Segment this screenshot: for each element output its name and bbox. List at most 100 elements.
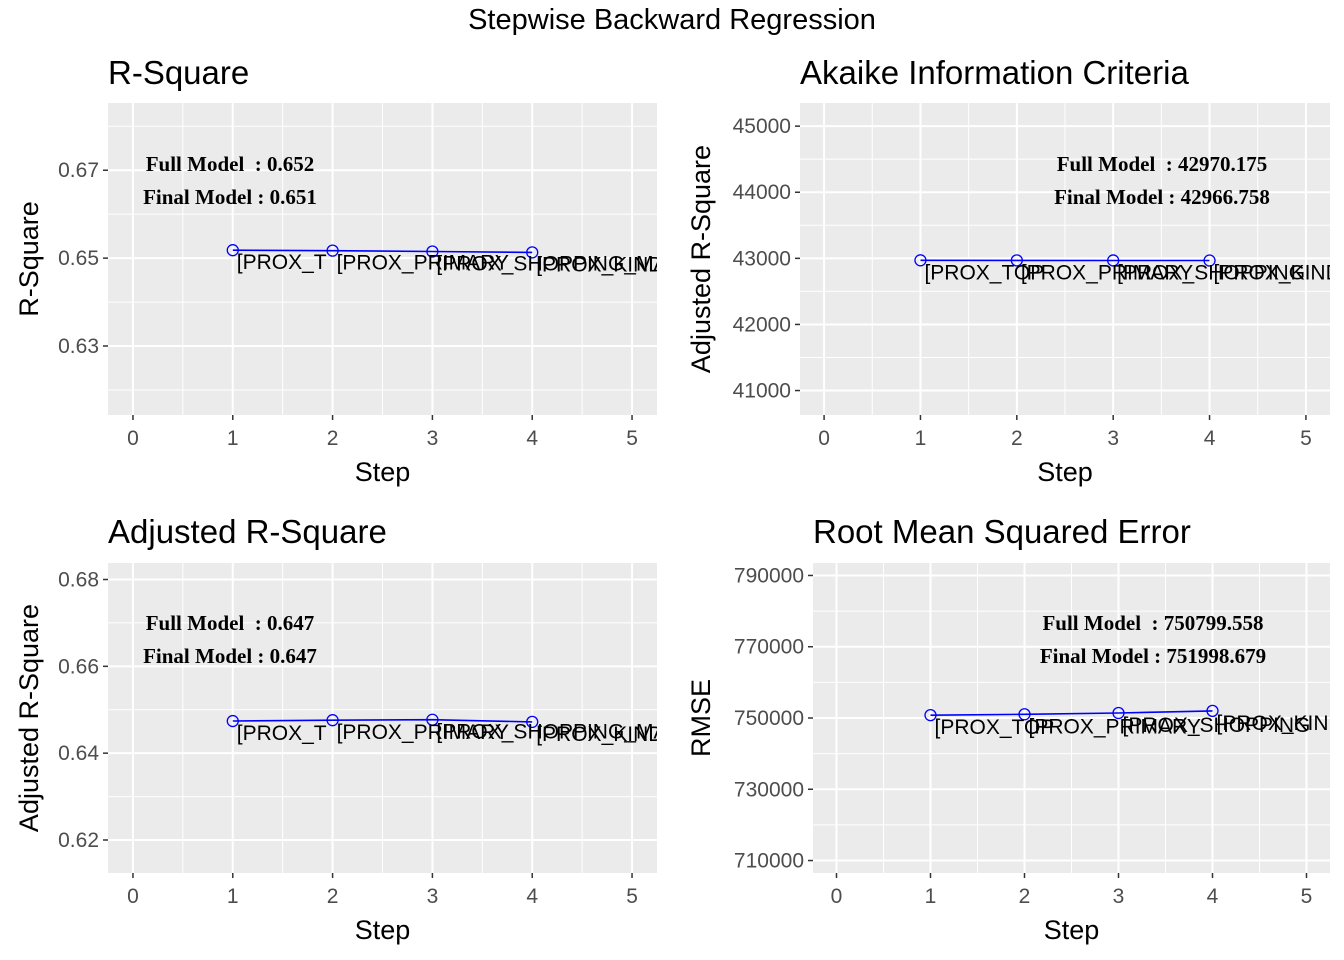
x-axis-label: Step xyxy=(355,457,411,487)
data-point xyxy=(226,244,239,257)
panel-title: Adjusted R-Square xyxy=(108,513,387,550)
x-tick-label: 3 xyxy=(1107,427,1119,450)
model-annotation: Full Model : 42970.175 xyxy=(1057,152,1268,176)
x-tick-label: 4 xyxy=(526,427,538,450)
data-point xyxy=(1107,254,1120,267)
point-label: [PROX_PRIMARY xyxy=(1029,715,1201,738)
model-annotation: Final Model : 0.647 xyxy=(143,644,317,668)
x-tick-label: 0 xyxy=(818,427,830,450)
data-point xyxy=(1203,254,1216,267)
x-tick-label: 1 xyxy=(915,427,927,450)
data-layer: [PROX_TOP[PROX_PRIMARY[PROX_SHOPPING[PRO… xyxy=(924,704,1344,739)
point-label: [PROX_KINDERGARTEN xyxy=(1214,262,1344,285)
model-annotation: Full Model : 0.647 xyxy=(146,611,315,635)
data-point xyxy=(426,245,439,258)
y-tick-label: 44000 xyxy=(733,181,791,204)
data-point xyxy=(1112,706,1125,720)
data-point xyxy=(1206,704,1219,718)
panel-title: Root Mean Squared Error xyxy=(813,513,1191,550)
x-tick-label: 3 xyxy=(427,427,439,450)
x-tick-label: 2 xyxy=(327,885,339,908)
y-tick-label: 750000 xyxy=(734,707,804,730)
point-label: [PROX_SHOPPING_MALL xyxy=(436,721,690,744)
x-tick-label: 2 xyxy=(1011,427,1023,450)
point-label: [PROX_T xyxy=(237,722,327,745)
data-layer: [PROX_T [PROX_PRIMARY[PROX_SHOPPING_MALL[… xyxy=(226,713,780,746)
y-tick-label: 710000 xyxy=(734,850,804,873)
series-line xyxy=(930,710,1213,716)
y-axis-label: Adjusted R-Square xyxy=(14,604,44,832)
chart-panel-1: 0 1 2 3 4 5 0.63 0.65 0.67 R-Square Step R-Square [P… xyxy=(14,54,780,487)
x-tick-label: 2 xyxy=(327,427,339,450)
point-label: [PROX_PRIMARY xyxy=(1021,261,1193,284)
point-label: [PROX_T xyxy=(237,251,327,274)
data-point xyxy=(226,714,239,728)
point-label: [PROX_SHOPPING xyxy=(1123,714,1311,737)
x-tick-label: 5 xyxy=(1301,885,1313,908)
x-axis-label: Step xyxy=(355,915,411,945)
x-tick-label: 3 xyxy=(1113,885,1125,908)
point-label: [PROX_KINDERGARTEN xyxy=(536,253,780,276)
data-point xyxy=(1010,254,1023,267)
point-label: [PROX_TOP xyxy=(924,261,1044,284)
model-annotation: Full Model : 750799.558 xyxy=(1042,611,1263,635)
data-point xyxy=(326,714,339,727)
x-tick-label: 0 xyxy=(127,885,139,908)
y-axis-label: R-Square xyxy=(14,201,44,317)
point-label: [PROX_KINDERGARTEN xyxy=(1217,712,1344,735)
series-line xyxy=(232,249,533,254)
y-tick-label: 43000 xyxy=(733,247,791,270)
x-tick-label: 2 xyxy=(1019,885,1031,908)
y-tick-label: 0.68 xyxy=(58,568,99,591)
y-tick-label: 42000 xyxy=(733,313,791,336)
point-label: [PROX_KINDERGARTEN xyxy=(536,723,780,746)
x-tick-label: 4 xyxy=(526,885,538,908)
data-point xyxy=(526,246,539,259)
y-tick-label: 0.65 xyxy=(58,247,99,270)
series-line xyxy=(232,718,533,723)
chart-panel-3: 0 1 2 3 4 5 0.62 0.64 0.66 0.68 Adjusted R-Square S… xyxy=(14,513,780,945)
chart-panel-2: 0 1 2 3 4 5 41000 42000 43000 44000 45000 Akaike In… xyxy=(686,54,1344,487)
data-layer: [PROX_T [PROX_PRIMARY[PROX_SHOPPING_MALL[… xyxy=(226,244,780,276)
y-tick-label: 0.66 xyxy=(58,655,99,678)
model-annotation: Final Model : 42966.758 xyxy=(1054,185,1270,209)
x-tick-label: 1 xyxy=(227,885,239,908)
data-point xyxy=(426,713,439,726)
model-annotation: Final Model : 751998.679 xyxy=(1040,644,1266,668)
y-axis-label: Adjusted R-Square xyxy=(686,145,716,373)
x-tick-label: 3 xyxy=(427,885,439,908)
x-tick-label: 5 xyxy=(1300,427,1312,450)
y-axis-label: RMSE xyxy=(686,679,716,757)
data-layer: [PROX_TOP[PROX_PRIMARY[PROX_SHOPPING[PRO… xyxy=(914,254,1344,285)
data-point xyxy=(1018,708,1031,721)
point-label: [PROX_PRIMARY xyxy=(337,252,509,275)
model-annotation: Final Model : 0.651 xyxy=(143,185,317,209)
y-tick-label: 0.63 xyxy=(58,335,99,358)
y-tick-label: 0.64 xyxy=(58,742,99,765)
x-tick-label: 5 xyxy=(626,427,638,450)
panel-title: R-Square xyxy=(108,54,249,91)
point-label: [PROX_SHOPPING xyxy=(1117,261,1305,284)
y-tick-label: 790000 xyxy=(734,564,804,587)
point-label: [PROX_PRIMARY xyxy=(337,721,509,744)
y-tick-label: 730000 xyxy=(734,778,804,801)
x-tick-label: 0 xyxy=(831,885,843,908)
y-tick-label: 770000 xyxy=(734,636,804,659)
x-axis-label: Step xyxy=(1044,915,1100,945)
data-point xyxy=(914,254,927,267)
data-point xyxy=(326,244,339,257)
model-annotation: Full Model : 0.652 xyxy=(146,152,315,176)
x-tick-label: 0 xyxy=(127,427,139,450)
figure-title: Stepwise Backward Regression xyxy=(468,4,876,36)
point-label: [PROX_TOP xyxy=(935,716,1055,739)
x-tick-label: 4 xyxy=(1204,427,1216,450)
chart-panel-4: 0 1 2 3 4 5 710000 730000 750000 770000 790000 Root… xyxy=(686,513,1344,945)
y-tick-label: 0.67 xyxy=(58,159,99,182)
x-tick-label: 5 xyxy=(626,885,638,908)
x-tick-label: 1 xyxy=(925,885,937,908)
y-tick-label: 45000 xyxy=(733,115,791,138)
y-tick-label: 41000 xyxy=(733,380,791,403)
panel-title: Akaike Information Criteria xyxy=(800,54,1189,91)
x-axis-label: Step xyxy=(1037,457,1093,487)
